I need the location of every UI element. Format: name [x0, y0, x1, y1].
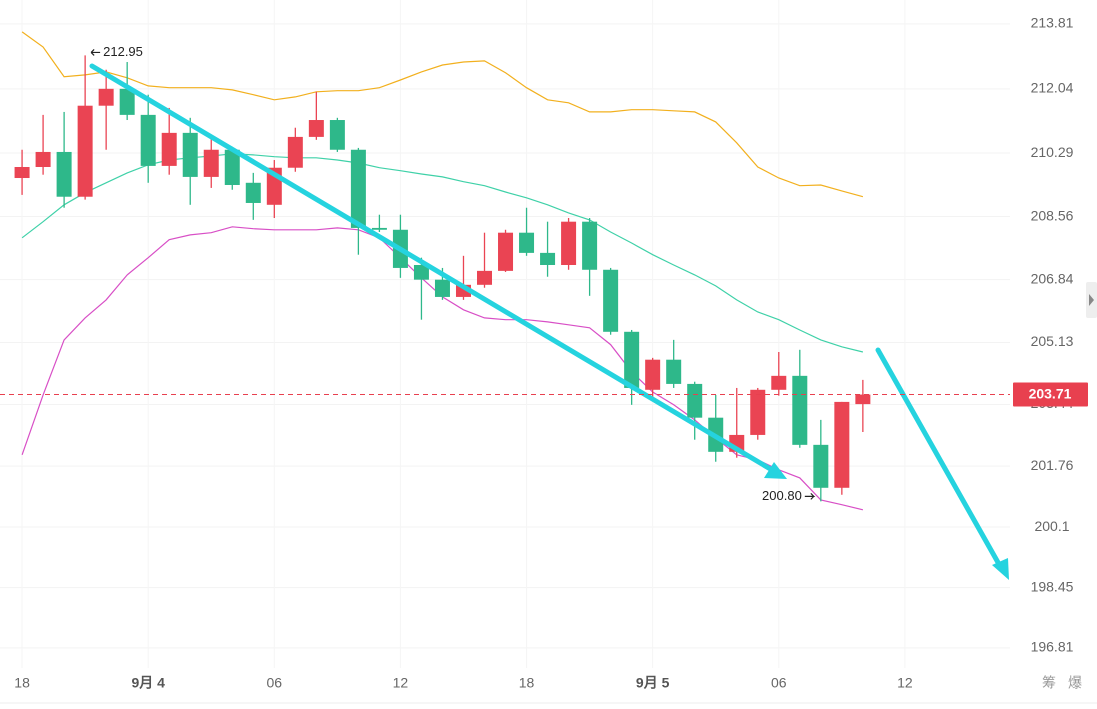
candles: [14, 55, 871, 502]
candle-body: [161, 132, 177, 166]
candle-body: [77, 105, 93, 197]
annotation-arrow: [804, 492, 816, 500]
forecast-arrow-head: [992, 558, 1009, 580]
candle-body: [224, 149, 240, 185]
candle-body: [308, 120, 324, 137]
candle-body: [477, 270, 493, 285]
candle-body: [687, 383, 703, 418]
candle-body: [350, 149, 366, 228]
candle-body: [561, 221, 577, 265]
annotation-label: 212.95: [103, 44, 143, 59]
candle-body: [645, 359, 661, 390]
x-tick-label: 9月 4: [131, 675, 165, 691]
trend-arrow: [89, 63, 775, 473]
toolbar-button[interactable]: 爆: [1068, 675, 1082, 691]
candle-body: [371, 227, 387, 230]
candle-body: [834, 401, 850, 488]
side-tab-icon: [1089, 294, 1094, 306]
candle-body: [98, 88, 114, 106]
candle-body: [56, 151, 72, 197]
x-tick-label: 12: [897, 675, 913, 691]
y-tick-label: 201.76: [1031, 457, 1074, 473]
y-tick-label: 213.81: [1031, 15, 1074, 31]
candle-body: [329, 120, 345, 150]
candle-body: [624, 331, 640, 388]
forecast-arrow: [875, 347, 1003, 569]
candle-body: [855, 394, 871, 405]
candle-body: [14, 167, 30, 179]
overlay: 212.95 200.80: [0, 44, 1097, 580]
trend-arrow-head: [764, 462, 787, 479]
candle-body: [519, 232, 535, 253]
candle-body: [182, 132, 198, 177]
x-tick-label: 18: [14, 675, 30, 691]
candle-body: [203, 149, 219, 177]
y-tick-label: 206.84: [1031, 270, 1074, 286]
x-tick-label: 12: [393, 675, 409, 691]
y-tick-label: 210.29: [1031, 144, 1074, 160]
price-tag: [1013, 382, 1088, 407]
candle-body: [287, 136, 303, 168]
candle-body: [434, 279, 450, 297]
candle-body: [245, 182, 261, 203]
candle-body: [498, 232, 514, 271]
candle-body: [582, 221, 598, 270]
toolbar-button[interactable]: 筹: [1042, 675, 1056, 691]
y-tick-label: 205.13: [1031, 333, 1074, 349]
y-tick-label: 208.56: [1031, 207, 1074, 223]
candle-body: [750, 389, 766, 435]
candle-body: [666, 359, 682, 384]
candle-body: [603, 269, 619, 332]
y-tick-label: 200.1: [1034, 518, 1069, 534]
axes: 213.81 212.04 210.29 208.56 206.84 205.13 203.…: [0, 15, 1097, 704]
candle-body: [413, 264, 429, 280]
y-tick-label: 196.81: [1031, 639, 1074, 655]
band-line: [21, 31, 864, 198]
candle-body: [35, 151, 51, 167]
candle-body: [119, 88, 135, 115]
x-tick-label: 9月 5: [636, 675, 670, 691]
candle-body: [140, 114, 156, 166]
candle-body: [792, 375, 808, 445]
x-tick-label: 06: [267, 675, 283, 691]
price-tag-label: 203.71: [1029, 385, 1072, 401]
y-tick-label: 198.45: [1031, 578, 1074, 594]
annotation-arrow: [90, 48, 101, 56]
candle-body: [540, 252, 556, 265]
x-tick-label: 18: [519, 675, 535, 691]
grid: [0, 23, 1010, 649]
candle-body: [813, 444, 829, 488]
annotation-label: 200.80: [762, 488, 802, 503]
y-tick-label: 212.04: [1031, 80, 1074, 96]
x-tick-label: 06: [771, 675, 787, 691]
candle-body: [771, 375, 787, 390]
